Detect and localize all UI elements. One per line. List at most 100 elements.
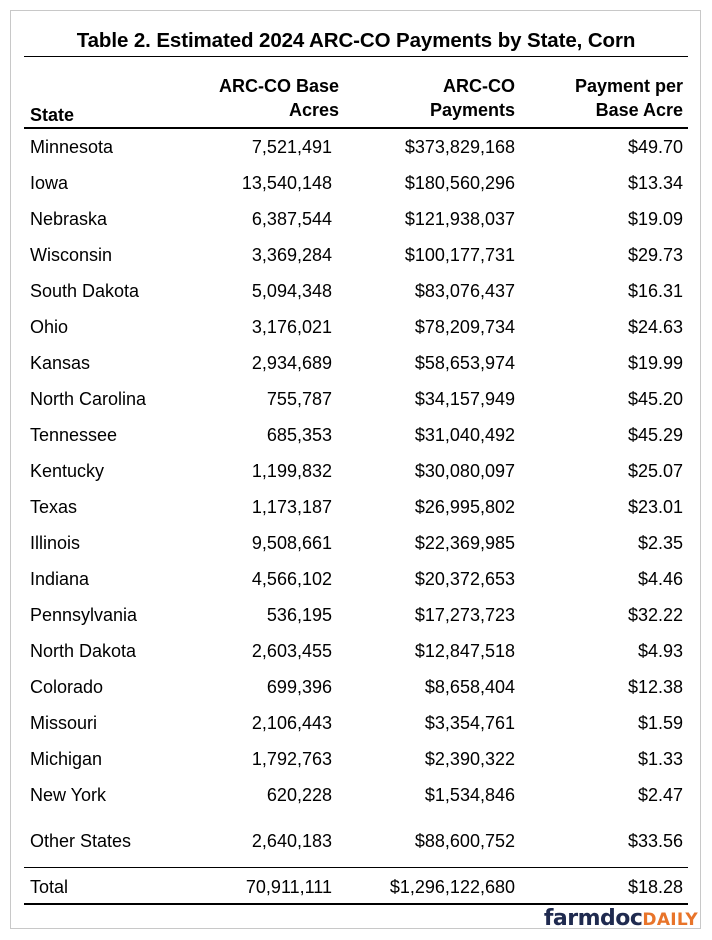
cell-per-acre: $12.38 [627, 677, 683, 697]
cell-state: Indiana [30, 569, 90, 589]
cell-base-acres: 3,176,021 [251, 317, 332, 337]
cell-per-acre: $25.07 [627, 461, 683, 481]
cell-state: South Dakota [30, 281, 140, 301]
cell-state: Pennsylvania [30, 605, 138, 625]
cell-state: Tennessee [30, 425, 118, 445]
cell-state: Other States [30, 831, 132, 851]
header-per-acre-line1: Payment per [574, 76, 683, 96]
cell-payments: $3,354,761 [424, 713, 515, 733]
cell-state: Total [30, 877, 69, 897]
cell-state: Kansas [30, 353, 91, 373]
logo-daily: DAILY [642, 910, 698, 930]
cell-per-acre: $4.46 [637, 569, 683, 589]
cell-per-acre: $16.31 [627, 281, 683, 301]
cell-per-acre: $18.28 [627, 877, 683, 897]
table-row: Michigan 1,792,763 $2,390,322 $1.33 [0, 747, 712, 771]
cell-base-acres: 2,603,455 [251, 641, 332, 661]
cell-base-acres: 699,396 [266, 677, 332, 697]
farmdoc-daily-logo: farmdocDAILY [544, 906, 698, 931]
cell-state: Missouri [30, 713, 98, 733]
cell-payments: $20,372,653 [414, 569, 515, 589]
cell-payments: $31,040,492 [414, 425, 515, 445]
cell-base-acres: 2,934,689 [251, 353, 332, 373]
cell-base-acres: 70,911,111 [245, 877, 332, 897]
cell-payments: $1,534,846 [424, 785, 515, 805]
cell-per-acre: $19.09 [627, 209, 683, 229]
cell-payments: $373,829,168 [404, 137, 515, 157]
cell-base-acres: 2,106,443 [251, 713, 332, 733]
cell-payments: $83,076,437 [414, 281, 515, 301]
title-rule [24, 56, 688, 57]
cell-base-acres: 1,792,763 [251, 749, 332, 769]
cell-payments: $8,658,404 [424, 677, 515, 697]
table-row: Pennsylvania 536,195 $17,273,723 $32.22 [0, 603, 712, 627]
cell-per-acre: $23.01 [627, 497, 683, 517]
cell-payments: $26,995,802 [414, 497, 515, 517]
cell-payments: $88,600,752 [414, 831, 515, 851]
cell-per-acre: $4.93 [637, 641, 683, 661]
cell-per-acre: $49.70 [627, 137, 683, 157]
cell-base-acres: 1,173,187 [251, 497, 332, 517]
cell-payments: $78,209,734 [414, 317, 515, 337]
header-base-acres-line2: Acres [288, 100, 339, 120]
table-row: Tennessee 685,353 $31,040,492 $45.29 [0, 423, 712, 447]
cell-per-acre: $33.56 [627, 831, 683, 851]
header-state: State [30, 105, 75, 125]
cell-payments: $121,938,037 [404, 209, 515, 229]
cell-payments: $180,560,296 [404, 173, 515, 193]
cell-state: Nebraska [30, 209, 108, 229]
table-row: North Carolina 755,787 $34,157,949 $45.2… [0, 387, 712, 411]
cell-base-acres: 4,566,102 [251, 569, 332, 589]
cell-base-acres: 9,508,661 [251, 533, 332, 553]
table-row: Indiana 4,566,102 $20,372,653 $4.46 [0, 567, 712, 591]
cell-base-acres: 3,369,284 [251, 245, 332, 265]
cell-state: Michigan [30, 749, 103, 769]
cell-base-acres: 536,195 [266, 605, 332, 625]
cell-state: Texas [30, 497, 78, 517]
cell-per-acre: $24.63 [627, 317, 683, 337]
cell-payments: $22,369,985 [414, 533, 515, 553]
header-rule [24, 127, 688, 129]
cell-state: Illinois [30, 533, 81, 553]
cell-base-acres: 7,521,491 [251, 137, 332, 157]
header-base-acres: ARC-CO Base Acres [219, 74, 339, 122]
cell-state: North Carolina [30, 389, 147, 409]
cell-payments: $100,177,731 [404, 245, 515, 265]
table-row: Ohio 3,176,021 $78,209,734 $24.63 [0, 315, 712, 339]
header-base-acres-line1: ARC-CO Base [218, 76, 339, 96]
table-title: Table 2. Estimated 2024 ARC-CO Payments … [76, 29, 636, 52]
header-per-acre-line2: Base Acre [595, 100, 683, 120]
cell-base-acres: 6,387,544 [251, 209, 332, 229]
other-states-row: Other States 2,640,183 $88,600,752 $33.5… [0, 829, 712, 853]
cell-base-acres: 620,228 [266, 785, 332, 805]
cell-per-acre: $13.34 [627, 173, 683, 193]
cell-state: Ohio [30, 317, 69, 337]
cell-state: Iowa [30, 173, 69, 193]
cell-payments: $1,296,122,680 [389, 877, 515, 897]
cell-base-acres: 685,353 [266, 425, 332, 445]
cell-base-acres: 13,540,148 [241, 173, 332, 193]
cell-payments: $58,653,974 [414, 353, 515, 373]
cell-state: Kentucky [30, 461, 105, 481]
cell-payments: $17,273,723 [414, 605, 515, 625]
cell-state: New York [30, 785, 107, 805]
cell-base-acres: 755,787 [266, 389, 332, 409]
cell-per-acre: $29.73 [627, 245, 683, 265]
cell-per-acre: $1.33 [637, 749, 683, 769]
cell-per-acre: $32.22 [627, 605, 683, 625]
table-row: Illinois 9,508,661 $22,369,985 $2.35 [0, 531, 712, 555]
header-payments-line2: Payments [429, 100, 515, 120]
cell-base-acres: 2,640,183 [251, 831, 332, 851]
table-row: Minnesota 7,521,491 $373,829,168 $49.70 [0, 135, 712, 159]
cell-base-acres: 5,094,348 [251, 281, 332, 301]
total-row: Total 70,911,111 $1,296,122,680 $18.28 [0, 875, 712, 899]
cell-payments: $2,390,322 [424, 749, 515, 769]
cell-per-acre: $45.29 [627, 425, 683, 445]
table-frame [10, 10, 701, 929]
cell-payments: $34,157,949 [414, 389, 515, 409]
header-per-acre: Payment per Base Acre [575, 74, 683, 122]
cell-payments: $30,080,097 [414, 461, 515, 481]
table-row: Colorado 699,396 $8,658,404 $12.38 [0, 675, 712, 699]
cell-base-acres: 1,199,832 [251, 461, 332, 481]
table-row: Kansas 2,934,689 $58,653,974 $19.99 [0, 351, 712, 375]
